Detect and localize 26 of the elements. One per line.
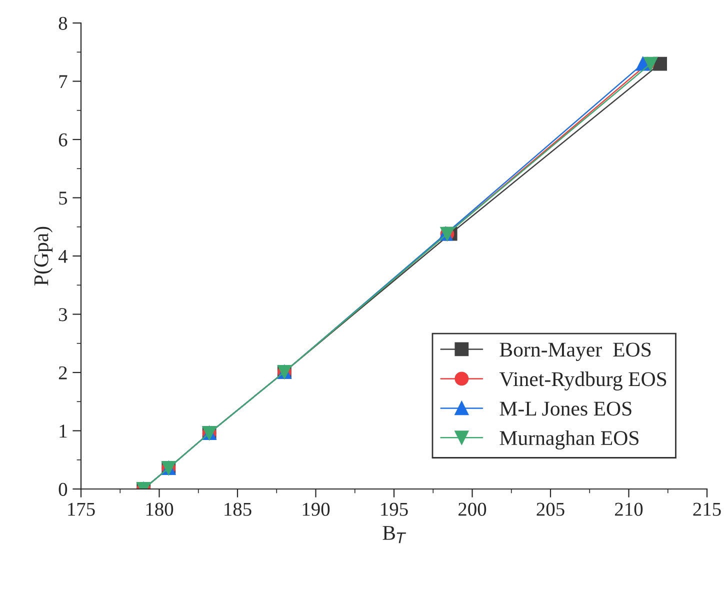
y-tick-label: 2: [58, 366, 67, 380]
x-axis-title: B$_{T}$: [382, 526, 406, 544]
y-tick-label: 7: [59, 75, 68, 88]
legend-label: Born-Mayer EOS: [500, 342, 651, 361]
x-tick-label: 185: [224, 502, 252, 516]
y-tick-label: 8: [58, 16, 68, 30]
x-tick-label: 195: [381, 502, 408, 516]
y-tick-label: 6: [58, 133, 68, 146]
x-tick-label: 210: [615, 502, 643, 516]
x-tick-label: 215: [693, 502, 721, 516]
x-tick-label: 200: [458, 502, 486, 516]
y-tick-label: 4: [58, 250, 68, 263]
legend-label: Murnaghan EOS: [500, 430, 638, 450]
y-tick-label: 1: [60, 424, 67, 438]
x-tick-label: 175: [68, 502, 95, 516]
x-tick-label: 180: [146, 502, 174, 516]
point: [636, 56, 650, 71]
y-tick-label: 3: [59, 308, 68, 322]
x-tick-label: 205: [536, 502, 564, 516]
x-tick-label: 190: [302, 502, 330, 516]
legend-label: Vinet-Rydburg EOS: [499, 372, 666, 390]
y-tick-label: 5: [59, 192, 68, 205]
legend-label: M-L Jones EOS: [500, 402, 632, 416]
point: [644, 56, 658, 71]
y-tick-label: 0: [58, 482, 68, 496]
y-axis-title: P(Gpa): [34, 226, 53, 286]
